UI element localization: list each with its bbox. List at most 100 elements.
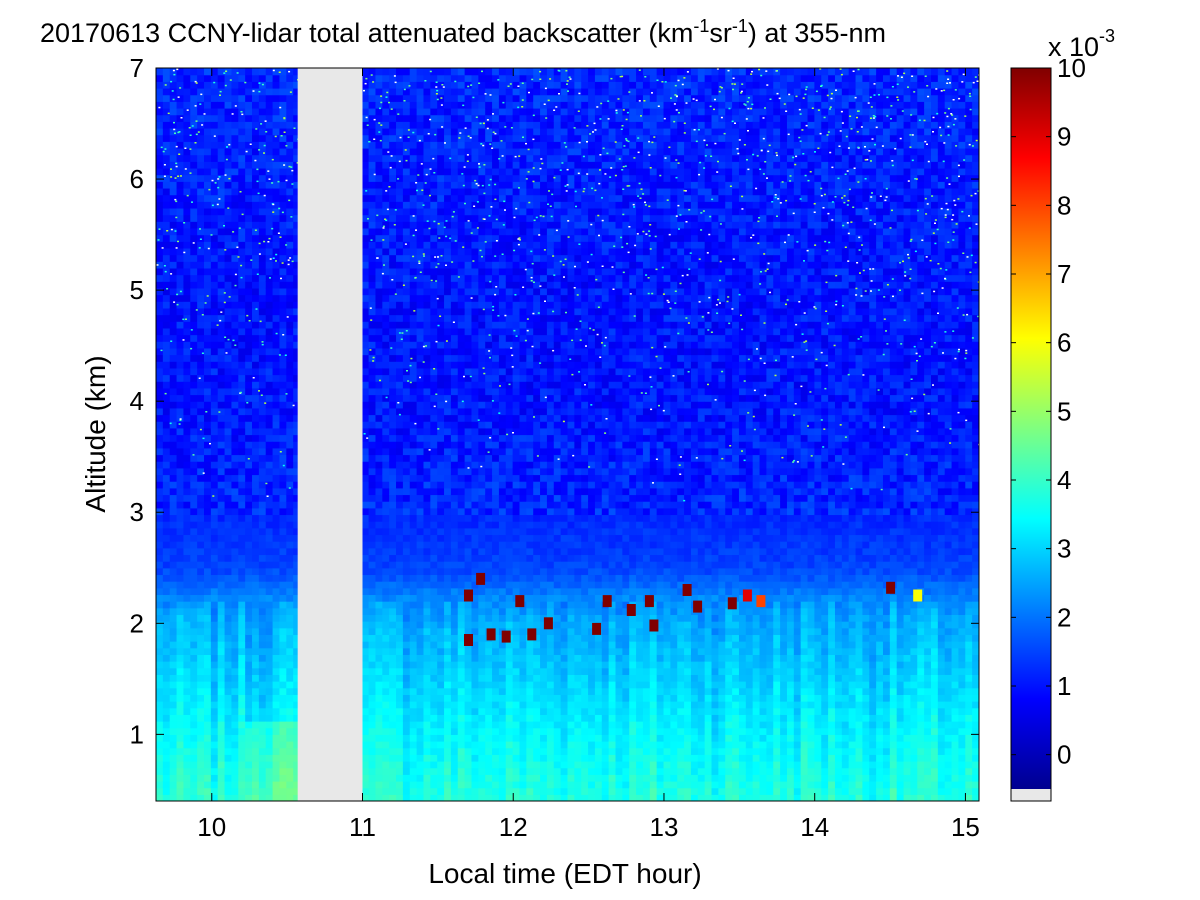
heatmap-cell: [197, 427, 205, 436]
heatmap-cell: [279, 587, 287, 596]
heatmap-cell: [361, 334, 370, 342]
heatmap-cell: [368, 594, 377, 602]
heatmap-cell: [217, 341, 226, 349]
heatmap-cell: [437, 741, 445, 749]
heatmap-cell: [286, 187, 294, 196]
heatmap-cell: [361, 721, 370, 729]
heatmap-cell: [224, 767, 233, 775]
heatmap-cell: [396, 254, 404, 262]
heatmap-cell: [375, 214, 383, 222]
heatmap-cell: [162, 214, 171, 222]
heatmap-cell: [190, 794, 198, 801]
heatmap-cell: [416, 734, 425, 742]
heatmap-cell: [169, 194, 178, 202]
heatmap-cell: [464, 581, 473, 589]
heatmap-cell: [375, 527, 383, 536]
heatmap-cell: [396, 481, 404, 489]
heatmap-cell: [258, 534, 267, 542]
heatmap-cell: [375, 234, 383, 242]
heatmap-cell: [245, 741, 253, 749]
heatmap-cell: [169, 261, 178, 269]
heatmap-cell: [450, 727, 459, 735]
heatmap-cell: [389, 201, 397, 209]
heatmap-cell: [265, 767, 274, 775]
heatmap-cell: [437, 234, 445, 242]
heatmap-cell: [293, 87, 301, 96]
heatmap-cell: [162, 734, 171, 742]
heatmap-cell: [156, 201, 164, 209]
heatmap-cell: [258, 587, 267, 596]
heatmap-cell: [389, 387, 397, 396]
heatmap-cell: [389, 301, 397, 309]
heatmap-cell: [190, 501, 198, 509]
heatmap-cell: [437, 74, 445, 82]
heatmap-cell: [204, 394, 212, 402]
heatmap-cell: [430, 514, 438, 522]
heatmap-cell: [245, 401, 253, 409]
heatmap-cell: [286, 141, 294, 149]
heatmap-cell: [197, 161, 205, 169]
heatmap-cell: [245, 294, 253, 302]
heatmap-cell: [204, 761, 212, 769]
heatmap-cell: [210, 674, 219, 682]
heatmap-cell: [396, 727, 404, 735]
heatmap-cell: [252, 247, 260, 256]
heatmap-cell: [368, 514, 377, 522]
heatmap-cell: [272, 161, 281, 169]
heatmap-cell: [286, 414, 294, 422]
heatmap-cell: [361, 461, 370, 469]
heatmap-cell: [430, 241, 438, 249]
heatmap-cell: [361, 214, 370, 222]
heatmap-cell: [416, 694, 425, 702]
heatmap-cell: [437, 547, 445, 556]
heatmap-cell: [210, 81, 219, 89]
heatmap-cell: [265, 541, 274, 549]
heatmap-cell: [437, 174, 445, 182]
heatmap-cell: [252, 754, 260, 762]
heatmap-cell: [457, 674, 466, 682]
heatmap-cell: [437, 161, 445, 169]
heatmap-cell: [375, 407, 383, 416]
heatmap-cell: [252, 81, 260, 89]
heatmap-cell: [197, 521, 205, 529]
heatmap-cell: [293, 461, 301, 469]
heatmap-cell: [204, 241, 212, 249]
heatmap-cell: [437, 414, 445, 422]
heatmap-cell: [382, 554, 390, 562]
heatmap-cell: [197, 734, 205, 742]
heatmap-cell: [252, 734, 260, 742]
heatmap-cell: [389, 334, 397, 342]
heatmap-cell: [210, 147, 219, 156]
heatmap-cell: [368, 554, 377, 562]
heatmap-cell: [402, 287, 411, 296]
heatmap-cell: [238, 734, 246, 742]
heatmap-cell: [457, 641, 466, 649]
heatmap-cell: [252, 394, 260, 402]
heatmap-cell: [272, 354, 281, 362]
heatmap-cell: [252, 667, 260, 675]
heatmap-cell: [423, 794, 431, 801]
heatmap-cell: [265, 161, 274, 169]
heatmap-cell: [258, 494, 267, 502]
heatmap-cell: [197, 87, 205, 96]
heatmap-cell: [183, 234, 191, 242]
heatmap-cell: [286, 734, 294, 742]
heatmap-cell: [245, 774, 253, 782]
heatmap-cell: [176, 627, 185, 636]
heatmap-cell: [389, 174, 397, 182]
heatmap-cell: [231, 407, 239, 416]
heatmap-cell: [368, 741, 377, 749]
heatmap-cell: [361, 481, 370, 489]
heatmap-cell: [396, 321, 404, 329]
heatmap-cell: [402, 374, 411, 382]
heatmap-cell: [156, 181, 164, 189]
heatmap-cell: [265, 81, 274, 89]
heatmap-cell: [169, 581, 178, 589]
heatmap-cell: [457, 261, 466, 269]
heatmap-cell: [293, 294, 301, 302]
heatmap-cell: [457, 121, 466, 129]
heatmap-cell: [450, 581, 459, 589]
heatmap-cell: [368, 227, 377, 236]
heatmap-cell: [265, 187, 274, 196]
heatmap-cell: [423, 287, 431, 296]
